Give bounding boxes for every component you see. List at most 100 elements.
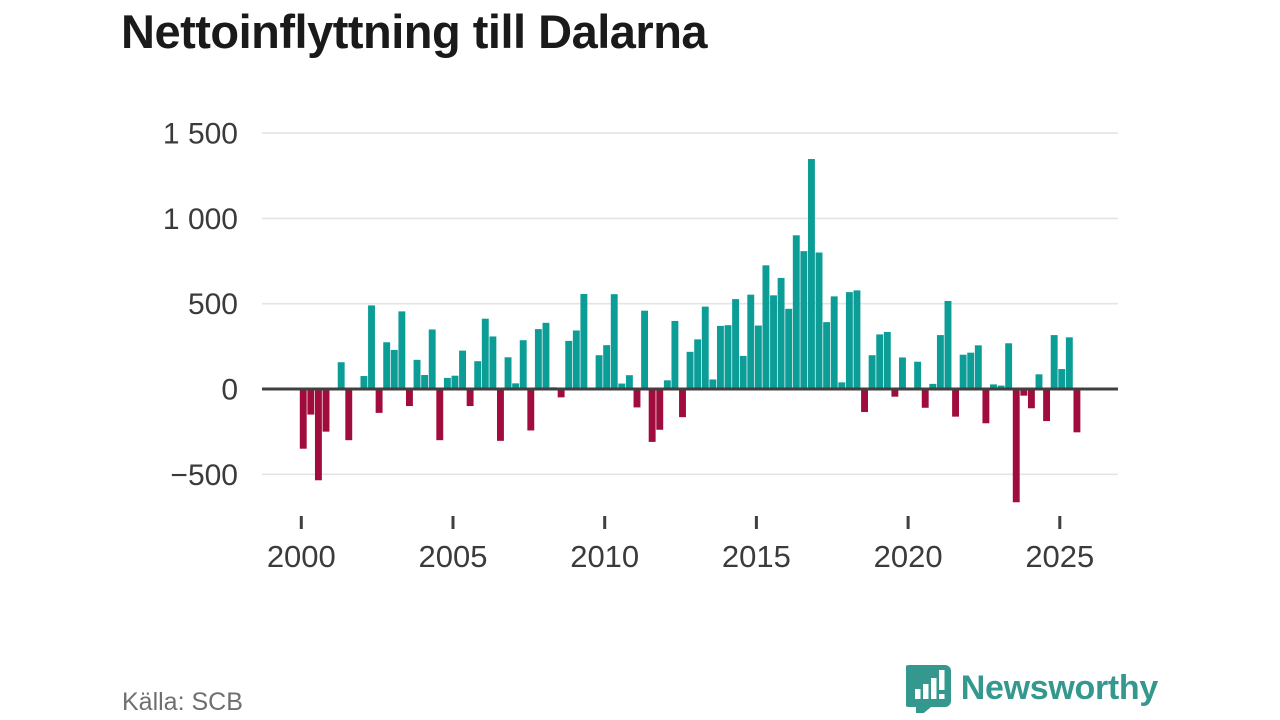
bar-2000Q1 bbox=[299, 389, 307, 449]
source-label: Källa: SCB bbox=[122, 688, 243, 716]
bar-2024Q1 bbox=[1027, 389, 1035, 409]
bar-2023Q4 bbox=[1020, 389, 1028, 396]
bar-2015Q4 bbox=[777, 277, 785, 389]
bar-2022Q4 bbox=[990, 384, 997, 389]
bar-2003Q1 bbox=[390, 349, 398, 389]
bar-2022Q1 bbox=[967, 352, 975, 389]
bar-2017Q2 bbox=[823, 322, 831, 389]
bar-2006Q2 bbox=[489, 336, 497, 389]
x-axis-label: 2005 bbox=[419, 539, 488, 574]
x-axis-label: 2020 bbox=[874, 539, 943, 574]
bar-2015Q1 bbox=[754, 325, 762, 389]
bar-2002Q1 bbox=[360, 376, 368, 389]
bar-2001Q2 bbox=[337, 362, 345, 389]
bar-2021Q1 bbox=[936, 335, 944, 389]
bar-2008Q1 bbox=[542, 322, 550, 389]
x-axis-tick bbox=[906, 516, 910, 529]
bar-2021Q3 bbox=[952, 389, 960, 417]
y-axis-label: 1 000 bbox=[163, 203, 238, 236]
y-axis-label: −500 bbox=[170, 459, 238, 492]
bar-2002Q2 bbox=[368, 305, 375, 389]
bar-2019Q4 bbox=[899, 357, 906, 389]
bar-2018Q3 bbox=[861, 389, 868, 413]
bar-2007Q2 bbox=[519, 340, 527, 389]
bar-2005Q3 bbox=[466, 389, 474, 407]
newsworthy-logo-text: Newsworthy bbox=[960, 668, 1159, 707]
bar-2024Q3 bbox=[1043, 389, 1051, 422]
bar-2007Q4 bbox=[534, 329, 542, 389]
bar-2004Q3 bbox=[436, 389, 444, 441]
x-axis-label: 2000 bbox=[267, 539, 336, 574]
bar-2014Q2 bbox=[732, 299, 740, 389]
x-axis-label: 2025 bbox=[1025, 539, 1094, 574]
bar-2019Q2 bbox=[883, 332, 891, 389]
bar-2010Q3 bbox=[618, 383, 626, 389]
bar-2023Q1 bbox=[997, 385, 1005, 389]
bar-2015Q3 bbox=[770, 295, 777, 389]
bar-2012Q3 bbox=[679, 389, 686, 418]
bar-2025Q2 bbox=[1065, 337, 1073, 389]
bar-2002Q3 bbox=[375, 389, 383, 413]
bar-2013Q2 bbox=[701, 306, 709, 389]
bar-2019Q1 bbox=[876, 334, 884, 389]
x-axis-label: 2015 bbox=[722, 539, 791, 574]
bar-2005Q1 bbox=[451, 375, 459, 389]
bar-2016Q4 bbox=[808, 159, 815, 389]
bar-2018Q2 bbox=[853, 290, 861, 389]
bar-2013Q3 bbox=[709, 379, 717, 389]
bar-2022Q2 bbox=[974, 345, 982, 389]
bar-2003Q3 bbox=[405, 389, 413, 407]
bar-2019Q3 bbox=[891, 389, 899, 397]
bar-2025Q1 bbox=[1058, 369, 1066, 389]
bar-2007Q3 bbox=[527, 389, 535, 431]
newsworthy-logo-icon bbox=[905, 663, 951, 713]
bar-2006Q3 bbox=[497, 389, 504, 441]
bar-2013Q1 bbox=[694, 339, 702, 389]
bar-2020Q2 bbox=[914, 361, 922, 389]
x-axis-tick bbox=[603, 516, 607, 529]
bar-2016Q1 bbox=[785, 308, 793, 389]
y-axis-label: 500 bbox=[188, 288, 238, 321]
bar-2023Q2 bbox=[1005, 343, 1013, 389]
bar-2022Q3 bbox=[982, 389, 990, 424]
bar-2008Q3 bbox=[557, 389, 565, 398]
bar-2015Q2 bbox=[762, 265, 770, 389]
bar-2024Q4 bbox=[1050, 335, 1058, 389]
bar-2009Q4 bbox=[595, 355, 603, 389]
bar-2012Q4 bbox=[686, 351, 694, 389]
y-axis-label: 0 bbox=[221, 374, 238, 407]
bar-2023Q3 bbox=[1012, 389, 1020, 503]
bar-2005Q4 bbox=[474, 361, 482, 389]
bar-2003Q4 bbox=[413, 359, 421, 389]
bar-2011Q1 bbox=[633, 389, 641, 408]
x-axis-tick bbox=[451, 516, 455, 529]
bar-2014Q4 bbox=[747, 294, 755, 389]
bar-2010Q4 bbox=[625, 375, 633, 389]
bar-2000Q2 bbox=[307, 389, 315, 415]
bar-2024Q2 bbox=[1035, 374, 1043, 389]
bar-2025Q3 bbox=[1073, 389, 1081, 433]
x-axis-tick bbox=[754, 516, 758, 529]
bar-2013Q4 bbox=[716, 325, 724, 389]
x-axis-label: 2010 bbox=[570, 539, 639, 574]
bar-2011Q4 bbox=[656, 389, 664, 430]
bar-2003Q2 bbox=[398, 311, 406, 389]
bar-2018Q4 bbox=[868, 355, 876, 389]
bar-2017Q1 bbox=[815, 252, 823, 389]
bar-2018Q1 bbox=[845, 292, 853, 389]
bar-2006Q1 bbox=[481, 318, 489, 389]
bar-2004Q4 bbox=[443, 377, 451, 389]
bar-2017Q3 bbox=[830, 296, 838, 389]
bar-2005Q2 bbox=[459, 350, 466, 389]
bar-2014Q3 bbox=[739, 355, 747, 389]
bar-2006Q4 bbox=[504, 357, 512, 389]
bar-2011Q2 bbox=[641, 310, 649, 389]
bar-2004Q2 bbox=[428, 329, 436, 389]
bar-2004Q1 bbox=[421, 375, 429, 389]
bar-2020Q3 bbox=[921, 389, 929, 408]
bar-2009Q1 bbox=[572, 330, 580, 389]
bar-2000Q3 bbox=[314, 389, 322, 481]
bar-2011Q3 bbox=[648, 389, 656, 442]
